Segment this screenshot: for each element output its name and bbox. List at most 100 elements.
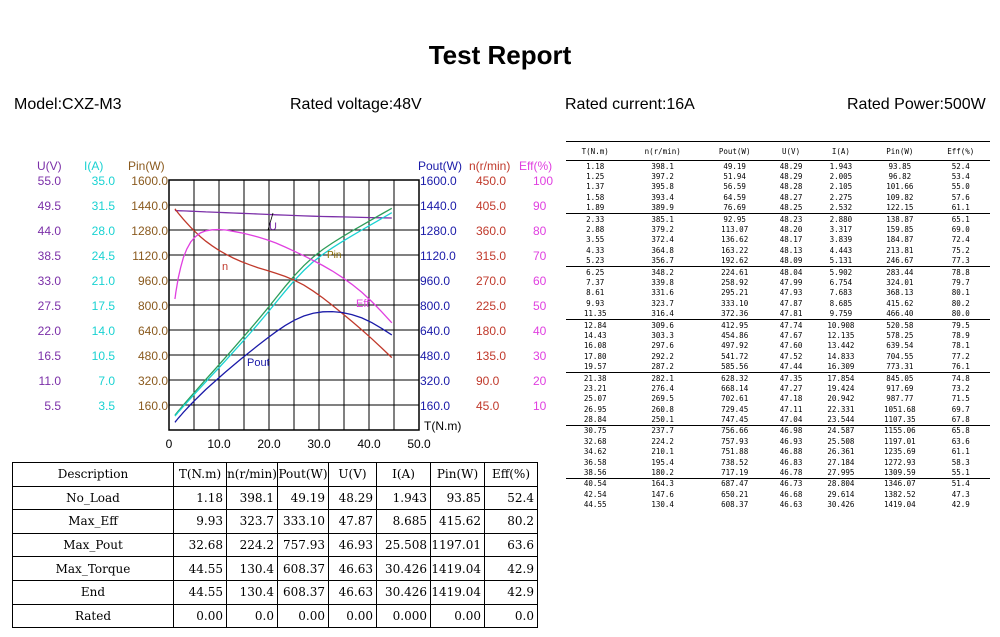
- data-col-3: U(V): [768, 141, 814, 161]
- data-cell: 702.61: [721, 394, 749, 404]
- summary-row: Max_Torque 44.55 130.4 608.37 46.63 30.426 141…: [12, 556, 538, 581]
- summary-cell: 46.63: [328, 579, 377, 605]
- data-cell: 67.8: [931, 414, 990, 426]
- data-cell: 8.61: [586, 288, 605, 298]
- n-series-label: n: [222, 261, 228, 273]
- data-cell: 78.8: [951, 267, 970, 277]
- data-row: 5.23 356.7 192.62 48.09 5.131 246.67 77.3: [566, 255, 990, 267]
- summary-row: Rated 0.00 0.0 0.00 0.00 0.000 0.00 0.0: [12, 603, 538, 629]
- summary-cell: 30.426: [376, 579, 431, 605]
- data-cell: 46.78: [768, 467, 814, 479]
- data-cell: 1.58: [586, 192, 605, 202]
- summary-row: No_Load 1.18 398.1 49.19 48.29 1.943 93.85 52.4: [12, 485, 538, 511]
- summary-cell: Max_Eff: [12, 509, 174, 534]
- data-cell: 48.20: [779, 225, 803, 235]
- data-cell: 27.995: [813, 467, 869, 479]
- data-cell: 46.63: [779, 500, 803, 510]
- model-label: Model:CXZ-M3: [14, 96, 122, 113]
- right-tick-label: 160.0: [420, 399, 450, 413]
- summary-cell: 608.37: [277, 556, 329, 581]
- summary-row: Max_Eff 9.93 323.7 333.10 47.87 8.685 415.62 80…: [12, 509, 538, 534]
- summary-cell: 130.4: [226, 556, 278, 581]
- data-cell: 23.21: [583, 383, 607, 393]
- data-cell: 47.35: [779, 373, 803, 383]
- data-cell: 324.01: [886, 277, 914, 287]
- right-axis-label: Pout(W): [418, 159, 462, 173]
- data-cell: 1155.06: [884, 426, 916, 436]
- data-cell: 13.442: [827, 341, 855, 351]
- data-cell: 258.92: [721, 277, 749, 287]
- left-tick-label: 5.5: [44, 399, 61, 413]
- data-col-6: Eff(%): [931, 141, 990, 161]
- left-tick-label: 22.0: [38, 324, 62, 338]
- left-tick-label: 640.0: [138, 324, 168, 338]
- data-cell: 364.8: [651, 245, 674, 255]
- data-cell: 47.60: [779, 341, 803, 351]
- data-cell: 339.8: [651, 277, 674, 287]
- data-cell: 3.317: [829, 225, 853, 235]
- data-cell: 47.44: [768, 361, 814, 373]
- summary-col-2: n(r/min): [226, 462, 278, 487]
- data-row: 12.84 309.6 412.95 47.74 10.908 520.58 79.5: [566, 319, 990, 330]
- summary-cell: 0.00: [277, 603, 329, 629]
- right-tick-label: 90: [533, 199, 547, 213]
- left-tick-label: 28.0: [92, 224, 116, 238]
- data-cell: 751.88: [721, 447, 749, 457]
- data-cell: 46.88: [779, 447, 803, 457]
- data-cell: 2.275: [829, 192, 853, 202]
- data-row: 34.62 210.1 751.88 46.88 26.361 1235.69 61.1: [566, 447, 990, 457]
- summary-cell: 398.1: [226, 485, 278, 511]
- data-row: 2.88 379.2 113.07 48.20 3.317 159.85 69.0: [566, 224, 990, 234]
- data-cell: 9.93: [586, 298, 605, 308]
- data-cell: 3.839: [829, 235, 853, 245]
- right-tick-label: 225.0: [476, 299, 506, 313]
- data-cell: 25.07: [583, 394, 607, 404]
- x-tick-label: 50.0: [407, 437, 431, 451]
- data-cell: 48.23: [779, 214, 803, 224]
- data-cell: 192.62: [700, 255, 769, 267]
- summary-cell: 1197.01: [430, 532, 485, 558]
- right-tick-label: 640.0: [420, 324, 450, 338]
- data-row: 8.61 331.6 295.21 47.93 7.683 368.13 80.1: [566, 288, 990, 298]
- data-cell: 333.10: [721, 298, 749, 308]
- right-tick-label: 270.0: [476, 274, 506, 288]
- data-cell: 454.86: [721, 330, 749, 340]
- data-cell: 24.587: [827, 426, 855, 436]
- right-tick-label: 90.0: [476, 374, 500, 388]
- data-cell: 195.4: [651, 457, 674, 467]
- left-axis-label: I(A): [84, 159, 103, 173]
- right-tick-label: 315.0: [476, 249, 506, 263]
- data-cell: 1.37: [586, 182, 605, 192]
- data-cell: 1419.04: [884, 500, 916, 510]
- performance-chart: 0 10.0 20.0 30.0 40.0 50.0 T(N.m) U(V)55.0 49.5 4…: [37, 159, 553, 451]
- summary-cell: 0.00: [430, 603, 485, 629]
- data-cell: 47.74: [779, 320, 803, 330]
- data-cell: 47.11: [779, 404, 803, 414]
- data-cell: 372.4: [651, 235, 674, 245]
- data-cell: 63.6: [951, 436, 970, 446]
- summary-cell: Max_Torque: [12, 556, 174, 581]
- data-cell: 389.9: [624, 202, 701, 214]
- data-cell: 17.854: [827, 373, 855, 383]
- data-cell: 393.4: [651, 192, 674, 202]
- data-cell: 69.7: [951, 404, 970, 414]
- x-tick-label: 0: [166, 437, 173, 451]
- right-tick-label: 405.0: [476, 199, 506, 213]
- data-cell: 28.84: [566, 414, 625, 426]
- data-cell: 331.6: [651, 288, 674, 298]
- summary-cell: 130.4: [226, 579, 278, 605]
- data-cell: 48.17: [779, 235, 803, 245]
- data-cell: 1197.01: [884, 436, 916, 446]
- x-tick-label: 30.0: [307, 437, 331, 451]
- data-cell: 26.361: [827, 447, 855, 457]
- data-cell: 917.69: [886, 383, 914, 393]
- data-cell: 1.89: [566, 202, 625, 214]
- data-cell: 44.55: [583, 500, 607, 510]
- left-tick-label: 55.0: [38, 174, 62, 188]
- summary-cell: 757.93: [277, 532, 329, 558]
- data-cell: 46.93: [779, 436, 803, 446]
- data-cell: 466.40: [868, 308, 932, 320]
- data-cell: 17.80: [583, 351, 607, 361]
- left-tick-label: 44.0: [38, 224, 62, 238]
- right-axis-label: n(r/min): [469, 159, 510, 173]
